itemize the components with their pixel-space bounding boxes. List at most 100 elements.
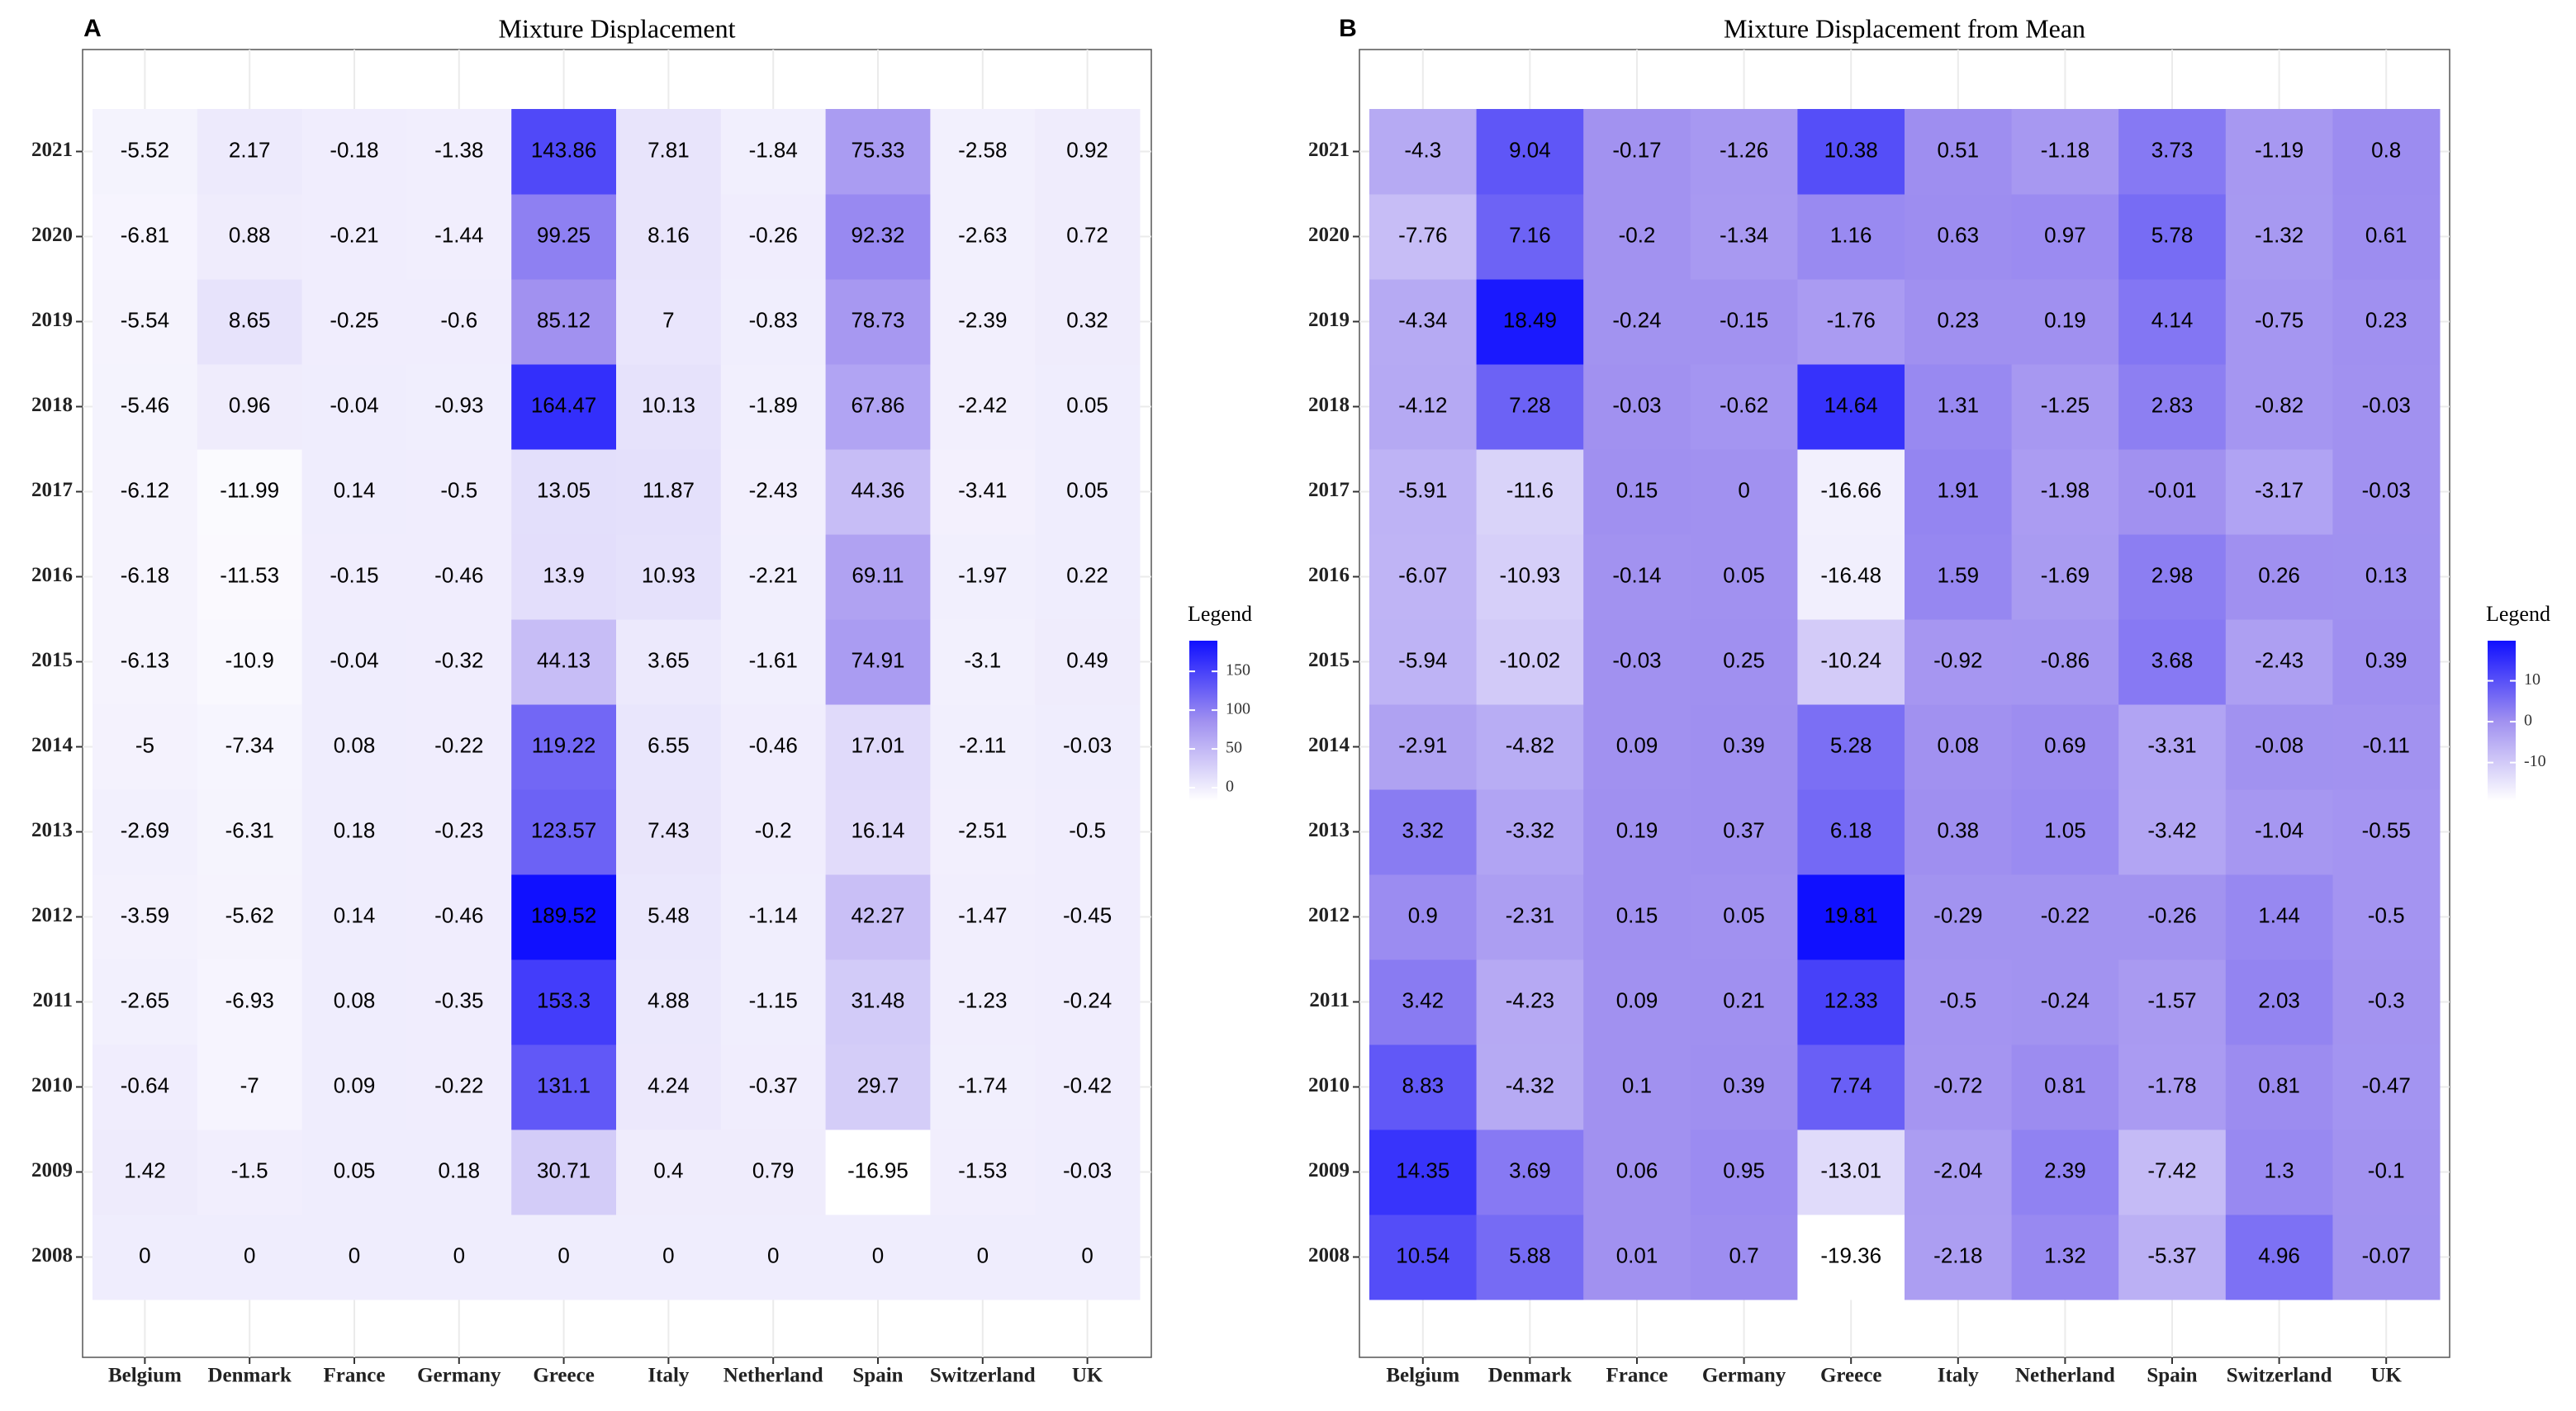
cell-label: 5.88	[1509, 1243, 1551, 1267]
heat-cell	[1035, 449, 1141, 535]
heat-cell	[616, 789, 722, 875]
heat-cell	[197, 1129, 303, 1215]
heat-cell	[2011, 959, 2119, 1045]
heat-cell	[1369, 1044, 1478, 1130]
cell-label: -1.32	[2255, 222, 2303, 247]
heat-cell	[1797, 534, 1905, 620]
heat-cell	[930, 534, 1036, 620]
heat-cell	[511, 279, 617, 365]
heat-cell	[406, 449, 512, 535]
heat-cell	[720, 619, 827, 705]
heat-cell	[720, 194, 827, 280]
cell-label: -0.14	[1612, 562, 1661, 587]
heat-cell	[2011, 704, 2119, 790]
cell-label: -2.11	[959, 732, 1006, 757]
cell-label: -1.47	[958, 902, 1007, 927]
cell-label: -4.12	[1398, 392, 1447, 417]
heat-cell	[930, 449, 1036, 535]
heat-cell	[825, 959, 931, 1045]
cell-label: -0.22	[434, 732, 483, 757]
cell-label: 3.73	[2151, 137, 2194, 162]
cell-label: 8.65	[229, 307, 271, 332]
heat-cell	[197, 364, 303, 450]
heat-cell	[1476, 789, 1584, 875]
heat-cell	[93, 364, 198, 450]
colorbar-label: 10	[2524, 670, 2540, 689]
heat-cell	[2225, 109, 2333, 195]
cell-label: -0.03	[2362, 392, 2411, 417]
heat-cell	[1690, 1215, 1798, 1300]
heat-cell	[2332, 1044, 2441, 1130]
cell-label: 0.15	[1616, 902, 1658, 927]
heat-cell	[720, 789, 827, 875]
cell-label: -4.34	[1398, 307, 1447, 332]
cell-label: -5.91	[1398, 477, 1447, 502]
cell-label: 0.18	[334, 817, 376, 842]
cell-label: -7.76	[1398, 222, 1447, 247]
y-tick-label: 2018	[1308, 394, 1350, 416]
cell-label: 1.16	[1830, 222, 1872, 247]
cell-label: -16.66	[1820, 477, 1881, 502]
heat-cell	[1369, 449, 1478, 535]
heat-cell	[2225, 534, 2333, 620]
cell-label: 0.61	[2365, 222, 2408, 247]
heat-cell	[1476, 1215, 1584, 1300]
cell-label: 10.38	[1824, 137, 1878, 162]
cell-label: -13.01	[1820, 1158, 1881, 1182]
cell-label: -1.69	[2041, 562, 2090, 587]
heat-cell	[197, 1044, 303, 1130]
cell-label: 0	[557, 1243, 569, 1267]
cell-label: 2.39	[2044, 1158, 2086, 1182]
cell-label: -1.74	[958, 1072, 1007, 1097]
cell-label: 4.24	[648, 1072, 690, 1097]
cell-label: 74.91	[851, 647, 904, 672]
heat-cell	[511, 1215, 617, 1300]
heat-cell	[720, 364, 827, 450]
cell-label: -11.99	[220, 477, 279, 502]
heat-cell	[1690, 874, 1798, 960]
heat-cell	[1905, 789, 2013, 875]
cell-label: -0.35	[434, 987, 483, 1012]
heat-cell	[1035, 364, 1141, 450]
heat-cell	[930, 279, 1036, 365]
chart-title: Mixture Displacement	[498, 13, 735, 43]
cell-label: 0.38	[1937, 817, 1979, 842]
heat-cell	[511, 704, 617, 790]
heat-cell	[930, 704, 1036, 790]
heat-cell	[1905, 704, 2013, 790]
cell-label: 16.14	[851, 817, 904, 842]
legend-title: Legend	[2486, 602, 2550, 626]
heat-cell	[1797, 959, 1905, 1045]
chart-title: Mixture Displacement from Mean	[1724, 13, 2085, 43]
cell-label: 2.83	[2151, 392, 2194, 417]
y-tick-label: 2016	[31, 564, 73, 586]
y-tick-label: 2015	[31, 649, 73, 671]
cell-label: -0.83	[749, 307, 798, 332]
heat-cell	[825, 874, 931, 960]
heat-cell	[720, 109, 827, 195]
heat-cell	[825, 789, 931, 875]
heat-cell	[2011, 1215, 2119, 1300]
cell-label: -0.62	[1720, 392, 1768, 417]
cell-label: 4.96	[2258, 1243, 2300, 1267]
cell-label: -1.14	[749, 902, 798, 927]
heat-cell	[2225, 874, 2333, 960]
cell-label: -6.81	[121, 222, 169, 247]
heat-cell	[2118, 109, 2227, 195]
cell-label: 69.11	[852, 562, 904, 587]
cell-label: 5.28	[1830, 732, 1872, 757]
heat-cell	[406, 1044, 512, 1130]
y-tick-label: 2020	[1308, 224, 1350, 246]
cell-label: 0.81	[2044, 1072, 2086, 1097]
heat-cell	[1369, 109, 1478, 195]
cell-label: -1.78	[2147, 1072, 2196, 1097]
heat-cell	[1797, 449, 1905, 535]
heat-cell	[2332, 194, 2441, 280]
heat-cell	[1905, 1129, 2013, 1215]
heat-cell	[197, 534, 303, 620]
cell-label: -0.04	[330, 392, 378, 417]
cell-label: -0.47	[2362, 1072, 2411, 1097]
cell-label: -0.25	[330, 307, 378, 332]
heat-cell	[1905, 619, 2013, 705]
cell-label: -2.51	[958, 817, 1007, 842]
